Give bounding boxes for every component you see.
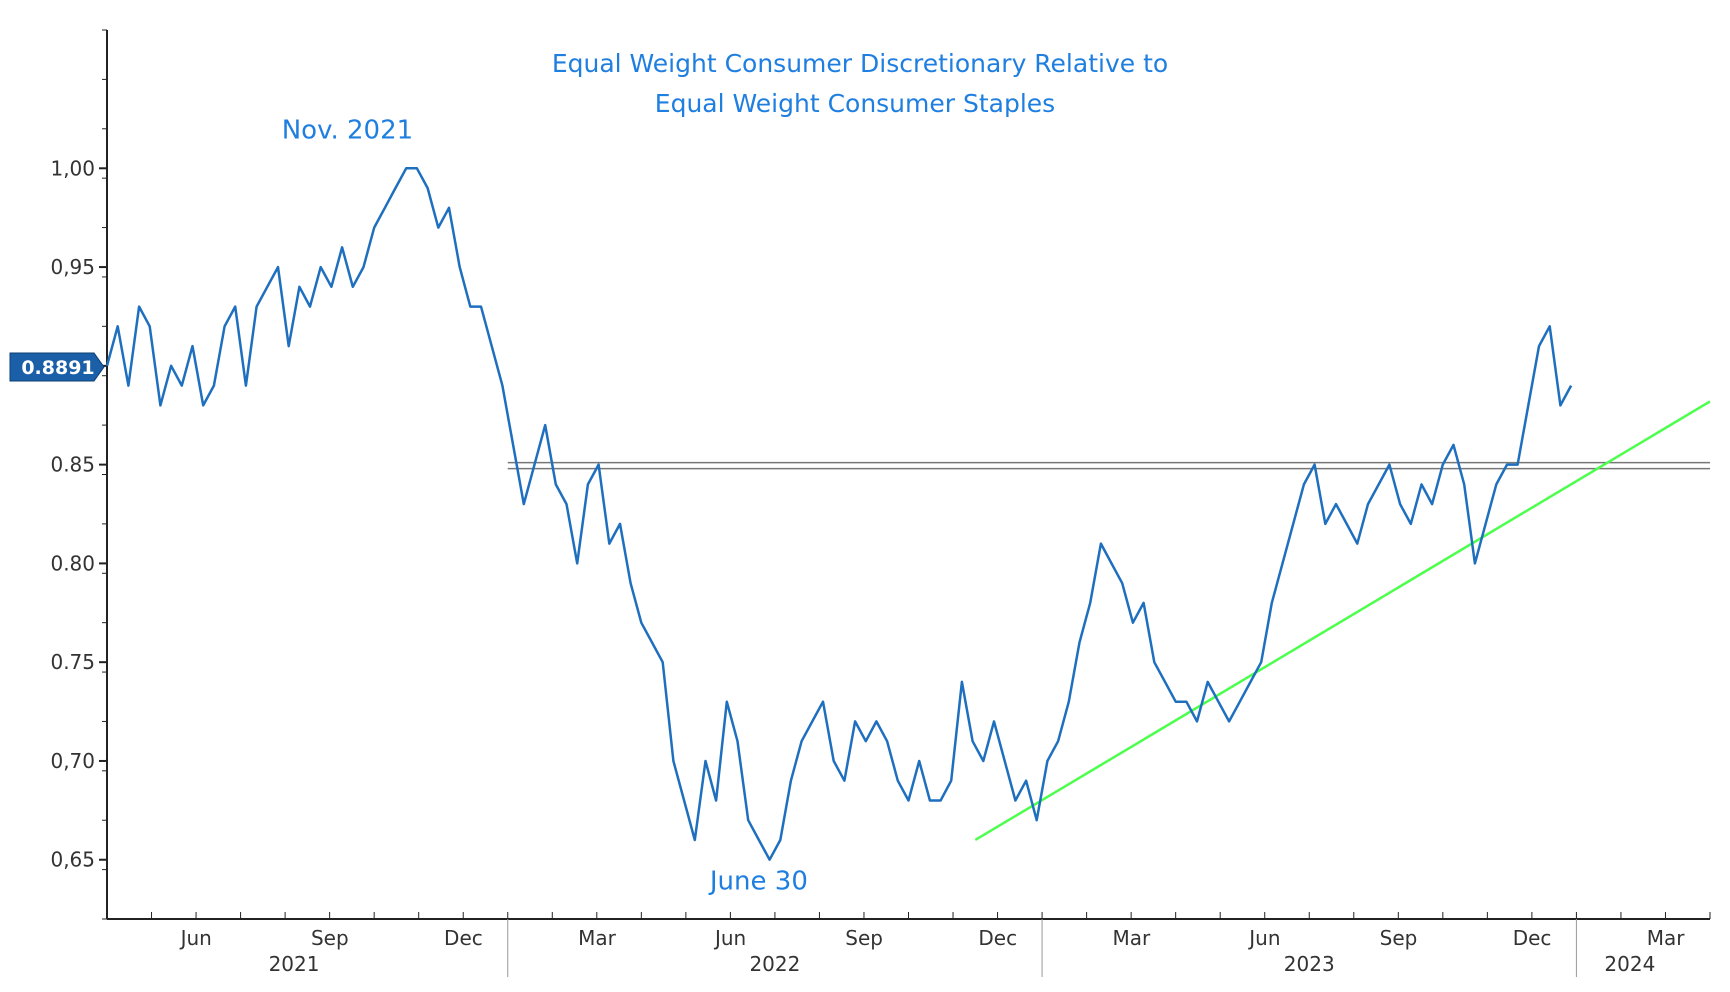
x-month-label: Jun <box>713 926 746 950</box>
x-year-label: 2021 <box>269 952 320 976</box>
x-month-label: Mar <box>578 926 617 950</box>
y-tick-label: 0,65 <box>50 848 95 872</box>
annotation-label: Nov. 2021 <box>282 116 413 146</box>
x-month-label: Dec <box>978 926 1017 950</box>
last-value-flag-label: 0.8891 <box>21 357 94 379</box>
y-tick-label: 0.80 <box>50 551 95 575</box>
x-month-label: Dec <box>444 926 483 950</box>
x-month-label: Mar <box>1647 926 1686 950</box>
x-month-label: Sep <box>845 926 883 950</box>
series-line <box>105 167 1573 861</box>
chart-subtitle: Equal Weight Consumer Staples <box>655 89 1055 118</box>
x-year-label: 2022 <box>749 952 800 976</box>
y-tick-label: 1,00 <box>50 156 95 180</box>
y-tick-label: 0.85 <box>50 453 95 477</box>
x-month-label: Jun <box>1247 926 1280 950</box>
x-ticks: Jun Sep Dec Mar Jun Sep Dec Mar Jun Sep Dec Mar 2021… <box>106 912 1711 977</box>
x-month-label: Sep <box>1380 926 1418 950</box>
series-layer <box>105 167 1573 861</box>
annotations: Nov. 2021 June 30 <box>282 116 808 897</box>
chart-title: Equal Weight Consumer Discretionary Rela… <box>552 49 1168 78</box>
x-year-label: 2023 <box>1284 952 1335 976</box>
trendline <box>974 400 1711 842</box>
axes <box>106 30 1710 920</box>
last-value-flag-shape <box>9 352 105 382</box>
last-value-flag: 0.8891 <box>9 352 105 382</box>
annotation-label: June 30 <box>708 866 808 896</box>
x-month-label: Sep <box>311 926 349 950</box>
reference-lines <box>507 400 1711 842</box>
y-ticks: 0,650,700.750.800.850.900,951,00 <box>50 29 107 920</box>
y-tick-label: 0,70 <box>50 749 95 773</box>
y-tick-label: 0.75 <box>50 650 95 674</box>
x-month-label: Dec <box>1513 926 1552 950</box>
x-month-label: Mar <box>1112 926 1151 950</box>
x-month-label: Jun <box>179 926 212 950</box>
y-tick-label: 0,95 <box>50 255 95 279</box>
x-year-label: 2024 <box>1604 952 1655 976</box>
